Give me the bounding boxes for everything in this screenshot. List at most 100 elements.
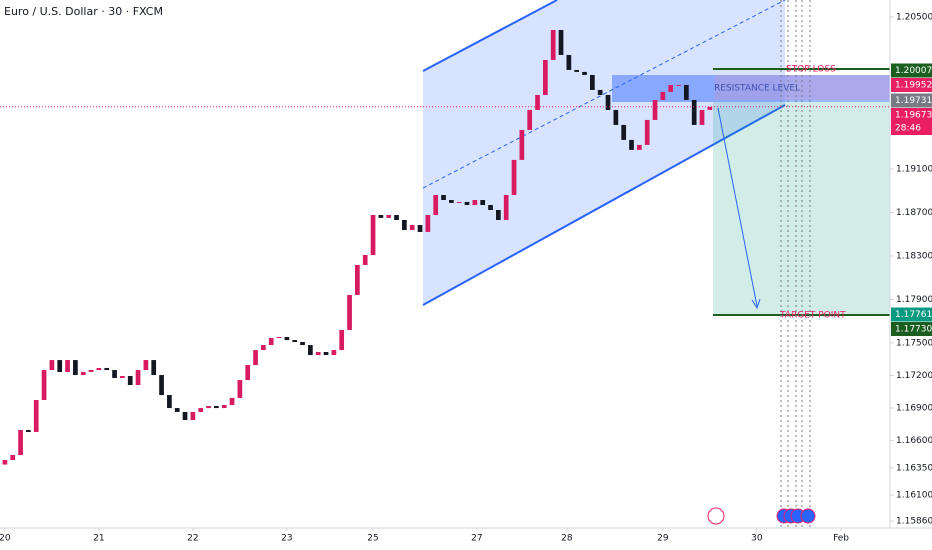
candle xyxy=(456,201,462,203)
candle xyxy=(26,430,31,432)
calendar-icons[interactable] xyxy=(776,508,816,524)
candle xyxy=(261,345,266,351)
candle xyxy=(331,350,337,356)
candle xyxy=(629,139,634,150)
resistance-label: RESISTANCE LEVEL xyxy=(714,84,800,94)
price-label-bg xyxy=(891,93,932,108)
stop-loss-label: STOP LOSS xyxy=(786,65,836,75)
candle xyxy=(676,84,681,86)
event-lines xyxy=(780,0,811,528)
candle xyxy=(409,224,415,230)
candle xyxy=(33,400,39,432)
candle xyxy=(120,376,125,378)
candle xyxy=(80,371,86,376)
x-tick-label: 27 xyxy=(471,534,482,544)
price-label: 1.19673 xyxy=(895,110,932,120)
candle xyxy=(104,367,110,371)
price-label-bg xyxy=(891,307,932,322)
y-tick-label: 1.16900 xyxy=(896,404,932,414)
x-tick-label: 21 xyxy=(93,534,104,544)
candle xyxy=(590,74,595,90)
x-tick-label: 30 xyxy=(751,534,763,544)
candle xyxy=(10,454,16,460)
candle xyxy=(221,405,227,409)
candle xyxy=(18,430,23,455)
candle xyxy=(472,200,478,206)
price-label: 1.20007 xyxy=(895,66,932,76)
y-tick-label: 1.17200 xyxy=(896,371,932,381)
price-label: 1.17730 xyxy=(895,325,932,335)
candle xyxy=(135,370,141,386)
candle xyxy=(683,84,689,100)
candle xyxy=(558,29,564,55)
candle xyxy=(159,375,164,396)
price-label-bg xyxy=(891,107,932,135)
candle xyxy=(174,408,180,412)
candle xyxy=(198,408,204,412)
candle xyxy=(308,345,313,356)
candle xyxy=(707,106,713,110)
candle xyxy=(315,352,321,356)
candle xyxy=(229,397,235,406)
y-tick-label: 1.17500 xyxy=(896,338,932,348)
candle xyxy=(127,376,133,386)
candle xyxy=(245,365,251,381)
candle xyxy=(480,200,486,206)
candle xyxy=(339,329,345,351)
candle xyxy=(57,360,63,372)
candle xyxy=(417,224,423,232)
candle xyxy=(511,159,517,196)
channel-mid xyxy=(422,0,786,189)
candle xyxy=(300,342,305,346)
candle xyxy=(96,367,102,371)
projection-arrow xyxy=(717,107,758,307)
target-label: TARGET POINT xyxy=(779,311,846,321)
arrow-head xyxy=(751,298,761,310)
candle xyxy=(691,99,697,125)
candle xyxy=(535,94,540,110)
candle xyxy=(652,99,658,120)
candle xyxy=(182,411,188,421)
candle xyxy=(597,89,603,95)
candle xyxy=(167,395,172,409)
candle xyxy=(214,405,219,409)
candle xyxy=(402,220,407,230)
x-tick-label: 25 xyxy=(367,534,378,544)
candle xyxy=(550,29,556,60)
candle xyxy=(41,370,47,401)
y-tick-label: 1.16600 xyxy=(896,436,932,446)
candle xyxy=(394,215,399,220)
candle xyxy=(284,337,290,341)
event-icon[interactable] xyxy=(707,507,725,525)
x-tick-label: 23 xyxy=(281,534,292,544)
candle xyxy=(582,71,587,75)
candle xyxy=(237,380,243,398)
candle xyxy=(355,264,360,295)
candle xyxy=(613,109,619,125)
candle xyxy=(362,254,368,265)
candle xyxy=(253,350,258,366)
candle xyxy=(292,340,298,343)
candle xyxy=(386,215,392,218)
candle xyxy=(488,205,493,211)
candle xyxy=(151,360,157,376)
candle xyxy=(449,200,454,203)
y-tick-label: 1.16100 xyxy=(896,490,932,500)
y-tick-label: 1.17900 xyxy=(896,295,932,305)
candle xyxy=(370,215,376,255)
candle xyxy=(605,94,611,110)
candle xyxy=(464,201,470,206)
candle xyxy=(206,405,211,409)
chart-title: Euro / U.S. Dollar · 30 · FXCM xyxy=(4,5,163,18)
price-label-bg xyxy=(891,322,932,337)
x-tick-label: 29 xyxy=(657,534,669,544)
candle xyxy=(543,59,548,95)
candle xyxy=(65,360,70,372)
candle xyxy=(88,370,94,372)
candle xyxy=(519,129,525,160)
candle xyxy=(143,360,149,371)
candle xyxy=(527,109,533,130)
candle xyxy=(637,144,642,150)
candle xyxy=(566,54,572,70)
